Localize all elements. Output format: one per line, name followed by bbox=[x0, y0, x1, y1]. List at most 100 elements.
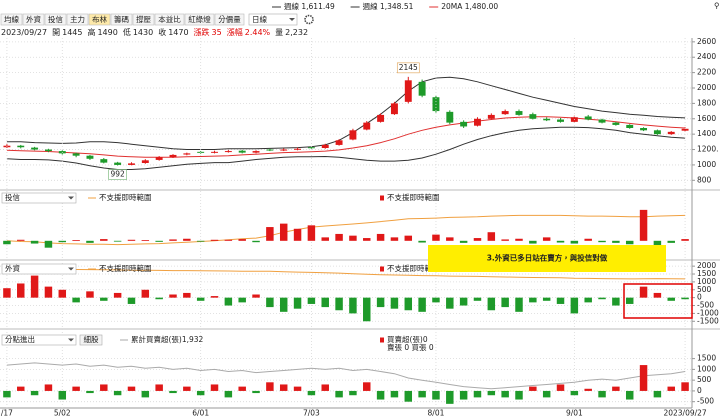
bar bbox=[446, 237, 454, 241]
x-tick-label: 6/01 bbox=[192, 409, 209, 418]
x-tick-label: 9/01 bbox=[566, 409, 583, 418]
bar bbox=[681, 239, 689, 241]
tab[interactable] bbox=[132, 13, 155, 26]
candle-body bbox=[224, 151, 232, 153]
bar bbox=[100, 239, 108, 241]
bar bbox=[404, 390, 413, 402]
candle-body bbox=[44, 149, 52, 152]
bar bbox=[501, 390, 509, 398]
tab-label[interactable]: 籌碼 bbox=[114, 14, 129, 24]
tab-label[interactable]: 分價量 bbox=[218, 15, 241, 24]
candle-body bbox=[128, 163, 135, 165]
tab[interactable] bbox=[66, 13, 89, 26]
bar bbox=[100, 297, 108, 301]
x-tick-label: 7/03 bbox=[303, 409, 320, 418]
panel-select[interactable] bbox=[1, 263, 77, 275]
tab[interactable] bbox=[0, 13, 23, 26]
bar bbox=[224, 297, 233, 306]
bar bbox=[349, 297, 357, 314]
candle-body bbox=[17, 145, 25, 148]
bar bbox=[570, 297, 579, 314]
legend-label: 不支援即時範圍 bbox=[99, 192, 152, 202]
y-tick-label: 1000 bbox=[697, 277, 716, 286]
bar bbox=[72, 297, 80, 303]
legend-label: 不支援即時範圍 bbox=[387, 192, 440, 202]
y-tick-label: 2600 bbox=[697, 37, 716, 46]
panel-select-label[interactable]: 分點進出 bbox=[5, 334, 35, 344]
bar bbox=[335, 390, 343, 398]
period-select[interactable] bbox=[248, 13, 298, 26]
candle-body bbox=[543, 118, 551, 121]
bar bbox=[17, 386, 25, 391]
x-tick-label: 5/02 bbox=[54, 409, 71, 418]
quote-date: 2023/09/27 bbox=[1, 28, 47, 37]
highlight-box bbox=[623, 283, 693, 319]
tab-label[interactable]: 布林 bbox=[92, 14, 107, 24]
bar bbox=[44, 384, 53, 391]
bar bbox=[446, 297, 454, 309]
bar bbox=[487, 297, 496, 311]
tab[interactable] bbox=[22, 13, 45, 26]
y-tick-label: 2000 bbox=[697, 83, 716, 92]
y-tick-label: -1500 bbox=[697, 316, 719, 325]
panel-select[interactable] bbox=[1, 334, 77, 346]
period-label[interactable]: 日線 bbox=[252, 14, 267, 24]
candle-body bbox=[390, 103, 398, 115]
tab[interactable] bbox=[44, 13, 67, 26]
bar bbox=[44, 240, 53, 248]
bar bbox=[598, 240, 606, 243]
panel-select-label[interactable]: 外資 bbox=[5, 263, 20, 273]
panel-button-label[interactable]: 細股 bbox=[84, 334, 99, 344]
bar bbox=[293, 297, 302, 309]
candle-body bbox=[557, 119, 564, 122]
tab-label[interactable]: 撐壓 bbox=[136, 14, 151, 24]
y-tick-label: 500 bbox=[697, 285, 712, 294]
y-tick-label: 0 bbox=[697, 293, 702, 302]
bar bbox=[515, 390, 523, 400]
bar bbox=[501, 239, 509, 241]
peak-label-box bbox=[396, 62, 420, 74]
line-series bbox=[6, 76, 686, 150]
bar bbox=[681, 382, 689, 391]
tab-label[interactable]: 紅綠燈 bbox=[188, 14, 211, 24]
bar bbox=[612, 297, 620, 306]
bar bbox=[141, 289, 150, 298]
y-tick-label: 1500 bbox=[697, 354, 716, 363]
quote-value: 2.44% bbox=[245, 28, 271, 37]
legend-label: 買賣超(張)0 bbox=[387, 334, 428, 344]
bar bbox=[335, 297, 343, 311]
candle-body bbox=[640, 128, 648, 131]
panel-select[interactable] bbox=[1, 192, 77, 204]
bar bbox=[418, 240, 426, 243]
bar bbox=[335, 233, 343, 241]
bar bbox=[293, 386, 302, 391]
tab-label[interactable]: 本益比 bbox=[158, 14, 181, 24]
tab-label[interactable]: 主力 bbox=[70, 14, 85, 24]
tab-label[interactable]: 外資 bbox=[26, 14, 41, 24]
panel-button[interactable] bbox=[79, 334, 103, 346]
bar bbox=[542, 297, 551, 301]
settings-icon[interactable] bbox=[304, 14, 314, 25]
bar bbox=[307, 225, 316, 241]
bar bbox=[625, 240, 634, 245]
legend-swatch bbox=[380, 195, 384, 201]
tab-label[interactable]: 投信 bbox=[48, 14, 63, 24]
panel-select-label[interactable]: 投信 bbox=[5, 192, 20, 202]
tab[interactable] bbox=[110, 13, 133, 26]
tab[interactable] bbox=[184, 13, 215, 26]
bar bbox=[404, 235, 413, 241]
tab[interactable] bbox=[88, 13, 111, 26]
quote-label: 漲跌 bbox=[194, 27, 210, 37]
bar bbox=[183, 292, 191, 298]
bar bbox=[418, 297, 426, 312]
bar bbox=[501, 297, 509, 308]
bar bbox=[542, 390, 551, 398]
candle-body bbox=[349, 130, 357, 140]
bar bbox=[169, 239, 177, 241]
bar bbox=[183, 238, 191, 241]
tab[interactable] bbox=[214, 13, 245, 26]
tab-label[interactable]: 均線 bbox=[4, 14, 19, 24]
tab[interactable] bbox=[154, 13, 185, 26]
y-tick-label: 1400 bbox=[697, 129, 716, 138]
